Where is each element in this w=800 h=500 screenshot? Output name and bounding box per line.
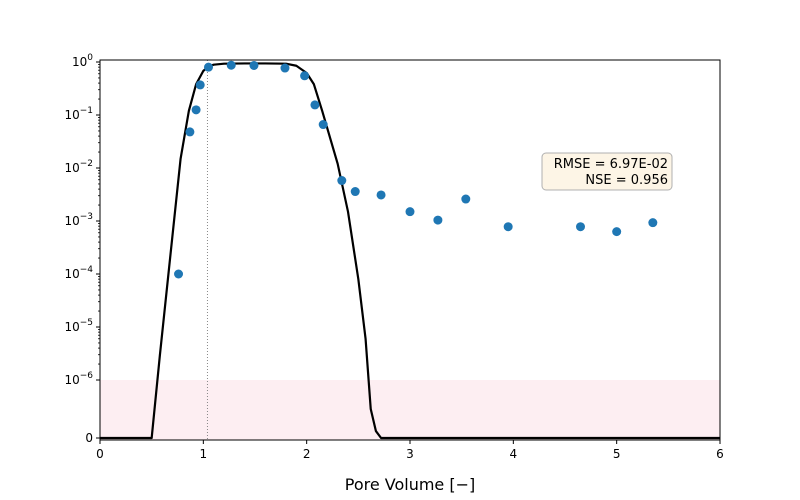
x-tick-label-4: 4 [510,447,518,461]
x-tick-label-5: 5 [613,447,621,461]
x-axis-ticks: 0 1 2 3 4 5 6 [96,440,724,461]
data-point-8 [300,71,310,81]
band-rect [100,380,720,440]
data-point-15 [433,215,443,225]
data-point-7 [280,63,290,73]
data-point-2 [191,105,201,115]
data-point-11 [337,176,347,186]
stats-box: RMSE = 6.97E-02 NSE = 0.956 [541,152,673,191]
data-point-16 [461,194,471,204]
plot-area-background [100,60,720,440]
rmse-label: RMSE = 6.97E-02 [554,157,668,172]
data-point-3 [195,80,205,90]
data-point-5 [226,60,236,70]
y-tick-label-3: 10−4 [64,265,93,281]
data-point-9 [310,100,320,110]
y-tick-label-2: 10−5 [64,318,93,334]
data-point-4 [204,62,213,72]
data-point-6 [249,60,259,70]
y-tick-label-5: 10−2 [64,159,93,175]
data-point-13 [376,190,386,200]
x-tick-label-6: 6 [716,447,724,461]
data-point-10 [318,120,328,130]
data-point-20 [648,218,658,228]
x-tick-label-2: 2 [303,447,311,461]
y-tick-label-7: 100 [72,53,93,69]
observed-points-group [174,60,658,279]
x-tick-label-3: 3 [406,447,414,461]
y-axis-ticks: 0 10−6 10−5 10−4 10−3 10−2 10−1 100 [64,53,100,445]
data-point-0 [174,269,184,279]
model-curve [100,62,720,440]
stats-box-background [541,152,673,191]
data-point-18 [576,222,585,232]
y-tick-label-1: 10−6 [64,371,93,387]
x-tick-label-0: 0 [96,447,104,461]
y-tick-label-4: 10−3 [64,212,93,228]
model-curve-group [100,62,720,440]
x-tick-label-1: 1 [200,447,208,461]
data-point-12 [350,187,360,197]
data-point-14 [405,207,415,217]
low-concentration-band [100,380,720,440]
nse-label: NSE = 0.956 [585,173,668,188]
x-axis-title: Pore Volume [−] [345,475,476,494]
data-point-19 [612,227,622,237]
data-point-1 [185,127,195,137]
data-point-17 [503,222,513,232]
y-tick-label-6: 10−1 [64,106,93,122]
y-tick-label-0: 0 [85,431,93,445]
